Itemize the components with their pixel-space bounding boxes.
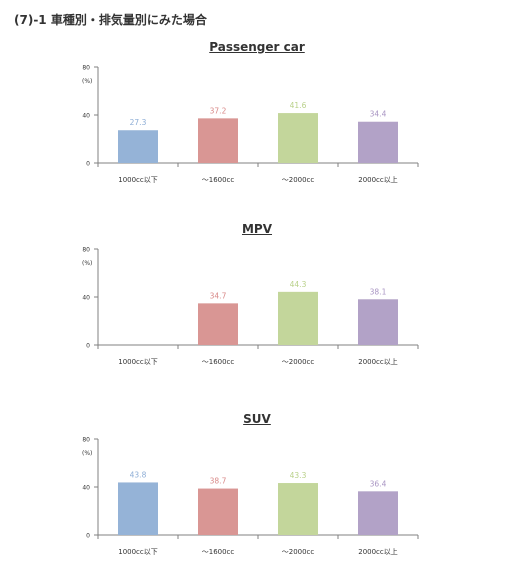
chart-title: MPV (241, 222, 273, 236)
bar-4 (358, 491, 398, 535)
bar-1 (118, 482, 158, 535)
x-tick-label: 1000cc以下 (118, 548, 158, 556)
x-tick-label: 2000cc以上 (358, 547, 398, 556)
chart-title: SUV (243, 412, 271, 426)
chart-title: Passenger car (209, 40, 305, 54)
bar-4 (358, 121, 398, 163)
bar-2 (198, 303, 238, 345)
x-tick-label: 1000cc以下 (118, 358, 158, 366)
bar-2 (198, 488, 238, 535)
data-label: 38.7 (210, 477, 227, 486)
bar-1 (118, 130, 158, 163)
x-tick-label: ～2000cc (282, 358, 315, 366)
chart-svg: 0 40 80 (%) 43.8 1000cc以下 38.7 ～1600cc 43.3 ～2000… (82, 437, 419, 556)
bar-4 (358, 299, 398, 345)
bar-3 (278, 291, 318, 345)
page-heading: (7)-1 車種別・排気量別にみた場合 (14, 13, 207, 27)
chart-passenger-car: Passenger car 0 40 80 (%) 27.3 1000cc以下 37.2 ～1… (0, 40, 514, 190)
chart-svg: 0 40 80 (%) 27.3 1000cc以下 37.2 ～1600cc 41.6 ～2000… (82, 65, 419, 184)
data-label: 41.6 (290, 101, 307, 110)
data-label: 27.3 (130, 118, 147, 127)
data-label: 43.3 (290, 471, 307, 480)
y-axis-unit: (%) (82, 78, 92, 85)
y-tick-label: 40 (82, 113, 90, 120)
x-tick-label: ～2000cc (282, 548, 315, 556)
x-tick-label: 2000cc以上 (358, 175, 398, 184)
data-label: 34.4 (370, 110, 387, 119)
data-label: 34.7 (210, 291, 227, 300)
data-label: 44.3 (290, 280, 307, 289)
x-tick-label: 2000cc以上 (358, 357, 398, 366)
chart-svg: 0 40 80 (%) 1000cc以下 34.7 ～1600cc 44.3 ～2000cc 38… (82, 247, 419, 366)
y-axis-unit: (%) (82, 450, 92, 457)
x-tick-label: ～2000cc (282, 176, 315, 184)
x-tick-label: ～1600cc (202, 358, 235, 366)
chart-mpv: MPV 0 40 80 (%) 1000cc以下 34.7 ～1600cc 44.3 ～2000… (0, 222, 514, 372)
y-tick-label: 80 (82, 247, 90, 254)
bar-2 (198, 118, 238, 163)
data-label: 37.2 (210, 106, 227, 115)
y-tick-label: 40 (82, 295, 90, 302)
y-tick-label: 0 (86, 343, 90, 350)
data-label: 38.1 (370, 287, 387, 296)
x-tick-label: ～1600cc (202, 548, 235, 556)
y-tick-label: 40 (82, 485, 90, 492)
chart-suv: SUV 0 40 80 (%) 43.8 1000cc以下 38.7 ～1600cc 43.3 ～… (0, 412, 514, 562)
data-label: 43.8 (130, 470, 147, 479)
data-label: 36.4 (370, 479, 387, 488)
bar-3 (278, 483, 318, 535)
y-axis-unit: (%) (82, 260, 92, 267)
y-tick-label: 80 (82, 437, 90, 444)
y-tick-label: 80 (82, 65, 90, 72)
x-tick-label: ～1600cc (202, 176, 235, 184)
y-tick-label: 0 (86, 533, 90, 540)
x-tick-label: 1000cc以下 (118, 176, 158, 184)
y-tick-label: 0 (86, 161, 90, 168)
bar-3 (278, 113, 318, 163)
